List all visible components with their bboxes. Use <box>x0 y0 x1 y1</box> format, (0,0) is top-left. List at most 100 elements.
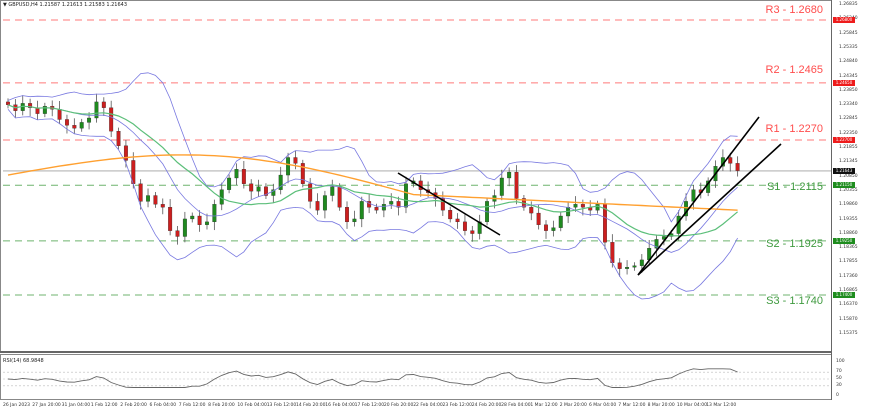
time-tick: 2 Mar 20:00 <box>559 403 587 408</box>
r2-price-tag: 1.24650 <box>833 79 855 86</box>
bull-candle <box>79 122 84 129</box>
price-tick: 1.22350 <box>839 130 858 136</box>
time-tick: 23 Feb 12:00 <box>442 403 473 408</box>
bear-candle <box>728 157 733 164</box>
price-tick: 1.18860 <box>839 230 858 236</box>
bear-candle <box>123 145 128 161</box>
bull-candle <box>205 221 209 225</box>
bull-candle <box>227 177 232 190</box>
s1-label: S1 - 1.2115 <box>766 181 823 193</box>
bear-candle <box>249 183 254 192</box>
bear-candle <box>28 103 33 108</box>
bear-candle <box>197 215 202 225</box>
bear-candle <box>72 125 77 129</box>
time-tick: 27 Jan 20:00 <box>32 403 61 408</box>
bull-candle <box>573 204 578 208</box>
bear-candle <box>109 107 114 132</box>
bear-candle <box>241 169 246 184</box>
time-tick: 10 Feb 04:00 <box>237 403 267 408</box>
r3-price-tag: 1.26800 <box>833 17 855 23</box>
time-tick: 7 Mar 12:00 <box>618 403 646 408</box>
bear-candle <box>263 186 268 196</box>
bull-candle <box>625 267 630 269</box>
bull-candle <box>691 189 696 202</box>
bear-candle <box>462 221 467 231</box>
price-tick: 1.20355 <box>839 187 858 193</box>
bear-candle <box>455 218 460 223</box>
bear-candle <box>440 198 445 211</box>
rsi-tick: 30 <box>836 382 842 388</box>
s3-label: S3 - 1.1740 <box>766 295 823 307</box>
price-tick: 1.20850 <box>839 173 858 179</box>
bear-candle <box>337 186 342 208</box>
bull-candle <box>551 227 556 231</box>
bear-candle <box>57 109 62 120</box>
bear-candle <box>396 201 401 208</box>
price-tick: 1.17855 <box>839 259 858 265</box>
bull-candle <box>330 186 335 196</box>
time-tick: 26 Jan 2023 <box>3 403 30 408</box>
time-tick: 31 Jan 04:00 <box>61 403 91 408</box>
bull-candle <box>404 183 408 208</box>
time-tick: 14 Feb 20:00 <box>296 403 326 408</box>
s1-price-tag: 1.21150 <box>833 182 855 189</box>
bear-candle <box>470 230 475 234</box>
time-tick: 2 Feb 20:00 <box>120 403 147 408</box>
price-tick: 1.16865 <box>839 288 858 293</box>
bear-candle <box>6 101 10 105</box>
price-tick: 1.17360 <box>839 273 858 279</box>
r1-price-tag: 1.22700 <box>833 136 855 143</box>
bear-candle <box>160 204 165 208</box>
bear-candle <box>65 119 69 126</box>
bollinger-upper <box>7 72 738 223</box>
ma-50 <box>7 104 738 237</box>
bear-candle <box>544 224 548 231</box>
bear-candle <box>116 131 121 146</box>
bear-candle <box>138 183 143 202</box>
time-tick: 8 Feb 20:00 <box>208 403 235 408</box>
time-tick: 1 Feb 12:00 <box>90 403 118 408</box>
price-tick: 1.16370 <box>839 302 858 308</box>
rsi-tick: 0 <box>836 393 839 398</box>
price-tick: 1.21345 <box>839 159 858 165</box>
bull-candle <box>507 171 512 179</box>
price-tick: 1.19355 <box>839 216 858 222</box>
time-tick: 13 Mar 12:00 <box>706 403 737 408</box>
bull-candle <box>94 101 99 119</box>
time-tick: 22 Feb 04:00 <box>413 403 443 408</box>
bull-candle <box>42 106 47 114</box>
bull-candle <box>654 239 659 249</box>
bear-candle <box>168 207 173 231</box>
bull-candle <box>639 259 644 266</box>
bollinger-lower <box>7 108 738 300</box>
price-tick: 1.19860 <box>839 202 858 208</box>
s2-price-tag: 1.19250 <box>833 237 855 244</box>
bull-candle <box>359 201 364 220</box>
price-tick: 1.18365 <box>839 245 858 251</box>
bull-candle <box>234 169 239 179</box>
s2-label: S2 - 1.1925 <box>766 238 823 250</box>
ma-200 <box>7 154 738 211</box>
bear-candle <box>308 183 313 202</box>
time-tick: 6 Mar 04:00 <box>589 403 617 408</box>
bull-candle <box>499 177 504 196</box>
main-pane-frame <box>0 0 832 352</box>
time-tick: 1 Mar 12:00 <box>530 403 558 408</box>
price-tick: 1.15870 <box>839 316 858 322</box>
r2-label: R2 - 1.2465 <box>765 64 823 76</box>
bull-candle <box>182 218 187 237</box>
time-tick: 28 Feb 04:00 <box>501 403 531 408</box>
bollinger-middle <box>7 104 738 253</box>
bull-candle <box>381 204 386 211</box>
bear-candle <box>153 195 158 205</box>
time-tick: 6 Feb 04:00 <box>149 403 177 408</box>
bull-candle <box>271 189 276 196</box>
rsi-tick: 100 <box>836 359 845 364</box>
bear-candle <box>514 171 519 199</box>
price-tick: 1.25845 <box>839 30 858 36</box>
bull-candle <box>595 204 600 211</box>
price-tick: 1.25335 <box>839 44 858 50</box>
time-tick: 20 Feb 20:00 <box>383 403 414 408</box>
